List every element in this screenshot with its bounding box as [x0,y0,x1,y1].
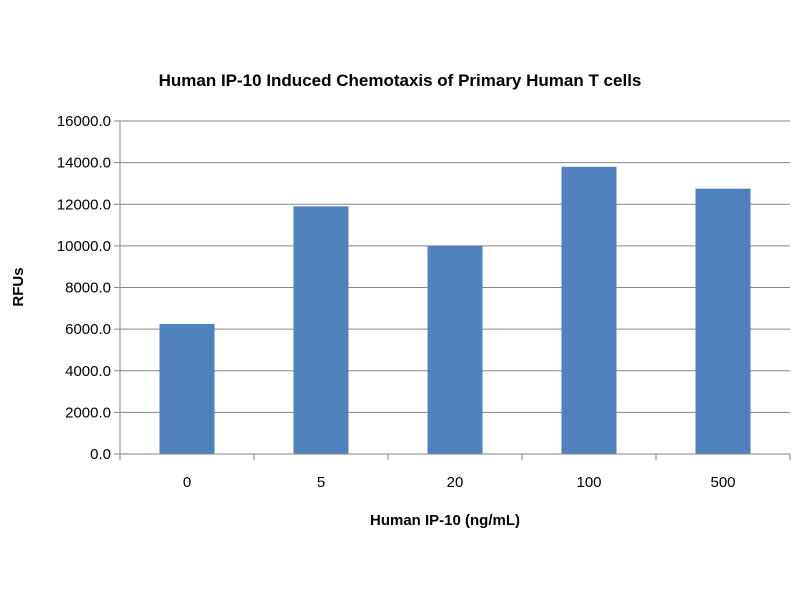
bars [159,166,751,454]
x-tick-label: 20 [447,474,464,491]
bar-0 [159,323,215,454]
y-tick-label: 2000.0 [65,404,111,421]
bar-500 [695,188,751,454]
axes [114,120,791,460]
y-axis-title: RFUs [10,267,27,306]
chart-title: Human IP-10 Induced Chemotaxis of Primar… [159,71,642,90]
y-tick-label: 14000.0 [57,155,111,172]
y-tick-labels: 0.0 2000.0 4000.0 6000.0 8000.0 10000.0 12000.… [57,113,111,463]
x-tick-label: 5 [317,474,325,491]
x-tick-label: 0 [183,474,191,491]
x-tick-label: 100 [576,474,601,491]
x-axis-title: Human IP-10 (ng/mL) [370,512,520,529]
x-tick-label: 500 [710,474,735,491]
bar-100 [561,166,617,454]
bar-20 [427,245,483,454]
y-tick-label: 6000.0 [65,321,111,338]
bar-5 [293,206,349,454]
y-tick-label: 0.0 [90,446,111,463]
y-tick-label: 12000.0 [57,196,111,213]
y-tick-label: 16000.0 [57,113,111,130]
x-tick-labels: 0 5 20 100 500 [183,474,736,491]
y-tick-label: 4000.0 [65,363,111,380]
y-tick-label: 8000.0 [65,280,111,297]
y-tick-label: 10000.0 [57,238,111,255]
